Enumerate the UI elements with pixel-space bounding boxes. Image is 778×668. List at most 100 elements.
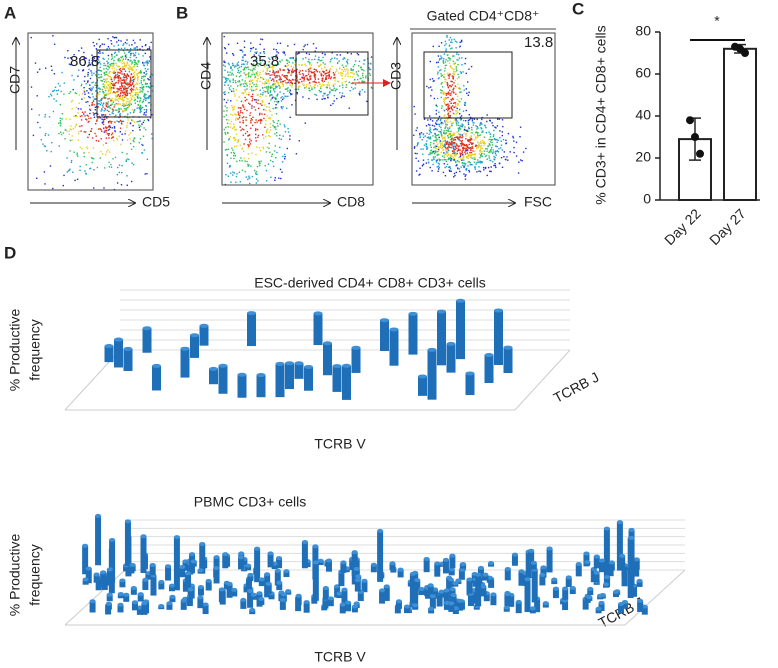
cell-dot xyxy=(66,157,68,159)
cylinder-top xyxy=(168,583,175,588)
cell-dot xyxy=(128,64,130,66)
cell-dot xyxy=(274,177,276,179)
cell-dot xyxy=(441,105,443,107)
cell-dot xyxy=(441,82,443,84)
cell-dot xyxy=(474,153,477,155)
cell-dot xyxy=(236,141,239,143)
cell-dot xyxy=(100,79,102,82)
cell-dot xyxy=(243,54,245,56)
cell-dot xyxy=(449,114,452,117)
cell-dot xyxy=(429,78,431,81)
cell-dot xyxy=(69,118,71,121)
cylinder xyxy=(436,594,443,607)
cell-dot xyxy=(461,137,463,139)
cell-dot xyxy=(274,179,276,181)
cylinder-top xyxy=(542,601,549,606)
cell-dot xyxy=(454,139,456,141)
cell-dot xyxy=(127,103,130,106)
cylinder-top xyxy=(340,560,347,565)
cell-dot xyxy=(113,76,116,78)
cell-dot xyxy=(108,166,110,168)
cell-dot xyxy=(105,117,108,119)
cell-dot xyxy=(469,156,471,159)
cell-dot xyxy=(461,126,463,128)
cell-dot xyxy=(229,71,231,73)
cell-dot xyxy=(62,132,65,134)
cell-dot xyxy=(263,62,266,65)
cell-dot xyxy=(469,151,471,154)
cell-dot xyxy=(443,93,445,95)
cell-dot xyxy=(251,73,253,76)
cell-dot xyxy=(114,121,116,123)
cell-dot xyxy=(112,36,114,38)
cell-dot xyxy=(94,106,97,108)
cell-dot xyxy=(493,155,495,158)
cell-dot xyxy=(294,59,296,61)
cell-dot xyxy=(474,131,477,134)
cylinder xyxy=(145,573,152,580)
cell-dot xyxy=(286,78,288,81)
cylinder xyxy=(423,558,430,573)
cylinder-top xyxy=(443,588,450,593)
cell-dot xyxy=(258,160,260,163)
cell-dot xyxy=(124,47,126,49)
cell-dot xyxy=(106,126,108,129)
cell-dot xyxy=(454,71,457,73)
cell-dot xyxy=(250,122,252,124)
cell-dot xyxy=(111,57,114,59)
cell-dot xyxy=(303,76,305,78)
cell-dot xyxy=(93,113,96,115)
cell-dot xyxy=(114,82,117,84)
cell-dot xyxy=(447,121,449,123)
cell-dot xyxy=(248,91,250,94)
cell-dot xyxy=(369,68,372,71)
cell-dot xyxy=(121,96,124,98)
cell-dot xyxy=(126,42,128,45)
cell-dot xyxy=(233,145,236,148)
cell-dot xyxy=(275,157,277,159)
cylinder-top xyxy=(166,601,173,606)
cell-dot xyxy=(451,136,453,139)
cylinder-top xyxy=(313,311,323,316)
cell-dot xyxy=(111,112,113,114)
cell-dot xyxy=(450,143,452,146)
cell-dot xyxy=(507,132,510,135)
cell-dot xyxy=(139,91,141,93)
cell-dot xyxy=(133,65,136,68)
cell-dot xyxy=(147,68,149,70)
cell-dot xyxy=(263,52,265,55)
cell-dot xyxy=(44,145,47,148)
cell-dot xyxy=(228,63,230,66)
cell-dot xyxy=(314,87,316,89)
cell-dot xyxy=(141,101,144,104)
cell-dot xyxy=(262,146,264,148)
cell-dot xyxy=(51,142,53,144)
cylinder xyxy=(621,564,628,578)
cell-dot xyxy=(127,67,129,69)
cell-dot xyxy=(111,137,113,139)
cell-dot xyxy=(130,87,133,90)
cell-dot xyxy=(493,129,495,132)
cylinder xyxy=(490,594,497,606)
cell-dot xyxy=(103,84,106,86)
cell-dot xyxy=(437,118,439,121)
cell-dot xyxy=(280,177,282,180)
cell-dot xyxy=(350,53,352,55)
cell-dot xyxy=(102,123,105,126)
cell-dot xyxy=(129,142,132,145)
cell-dot xyxy=(294,64,296,66)
cell-dot xyxy=(507,159,509,161)
cell-dot xyxy=(135,88,138,90)
cell-dot xyxy=(118,51,120,53)
cell-dot xyxy=(436,128,439,131)
cell-dot xyxy=(456,70,458,72)
cell-dot xyxy=(240,83,242,85)
cylinder-top xyxy=(180,346,190,351)
cylinder xyxy=(339,604,346,614)
cell-dot xyxy=(299,73,301,75)
cell-dot xyxy=(435,122,437,124)
cell-dot xyxy=(229,136,232,138)
cylinder xyxy=(141,603,148,615)
cell-dot xyxy=(456,124,458,126)
cell-dot xyxy=(332,84,335,86)
